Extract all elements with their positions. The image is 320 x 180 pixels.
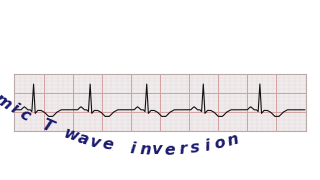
Text: a: a — [76, 130, 90, 148]
Text: n: n — [139, 142, 151, 157]
Text: v: v — [152, 142, 163, 158]
Text: i: i — [7, 101, 20, 117]
Text: o: o — [213, 135, 227, 152]
Text: w: w — [61, 126, 80, 145]
Text: m: m — [0, 91, 14, 113]
Text: n: n — [225, 132, 240, 149]
Text: r: r — [178, 141, 187, 157]
Text: s: s — [190, 140, 201, 156]
Text: v: v — [88, 134, 102, 151]
Text: e: e — [100, 137, 114, 153]
Text: i: i — [204, 138, 212, 154]
Text: c: c — [17, 106, 32, 124]
Text: e: e — [0, 85, 2, 104]
Text: T: T — [39, 117, 55, 135]
Text: i: i — [129, 141, 136, 156]
Text: e: e — [164, 142, 176, 158]
